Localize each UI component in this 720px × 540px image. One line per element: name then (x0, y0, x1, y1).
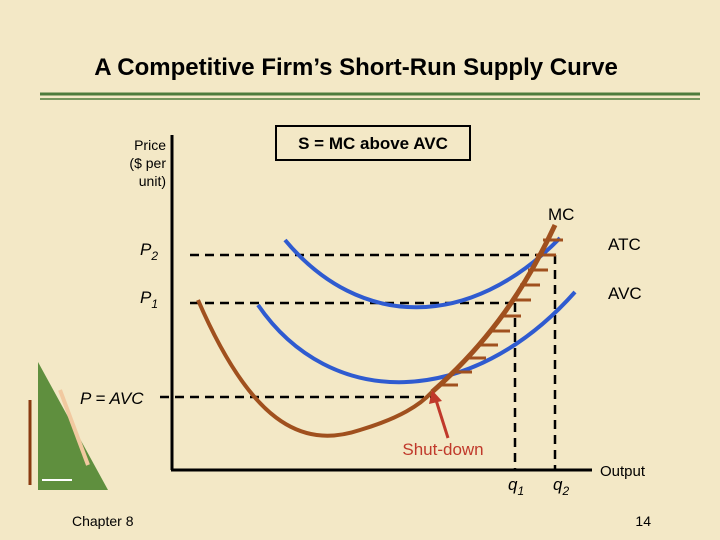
quantity-label: q1 (508, 475, 524, 498)
price-label: P2 (140, 240, 158, 263)
quantity-label: q2 (553, 475, 569, 498)
supply-curve (430, 223, 558, 394)
label-box (275, 125, 471, 161)
price-label: P = AVC (80, 389, 144, 408)
y-axis-label: Price (134, 137, 166, 153)
price-label: P1 (140, 288, 158, 311)
x-axis-label: Output (600, 463, 646, 480)
annotation-arrow (434, 399, 450, 439)
curve-label: AVC (608, 284, 642, 303)
curve-label: ATC (608, 235, 641, 254)
decoration (58, 389, 90, 466)
slide-title: A Competitive Firm’s Short-Run Supply Cu… (94, 54, 618, 81)
atc-curve (283, 236, 562, 310)
annotation-arrowhead (429, 390, 442, 404)
footer-page: 14 (635, 513, 651, 529)
curve-label: MC (548, 205, 574, 224)
avc-curve (256, 290, 577, 385)
y-axis-label: ($ per (129, 155, 166, 171)
box-text: S = MC above AVC (298, 134, 448, 153)
footer-chapter: Chapter 8 (72, 513, 134, 529)
y-axis-label: unit) (139, 173, 166, 189)
annotation: Shut-down (402, 440, 483, 459)
mc-curve (196, 299, 434, 438)
